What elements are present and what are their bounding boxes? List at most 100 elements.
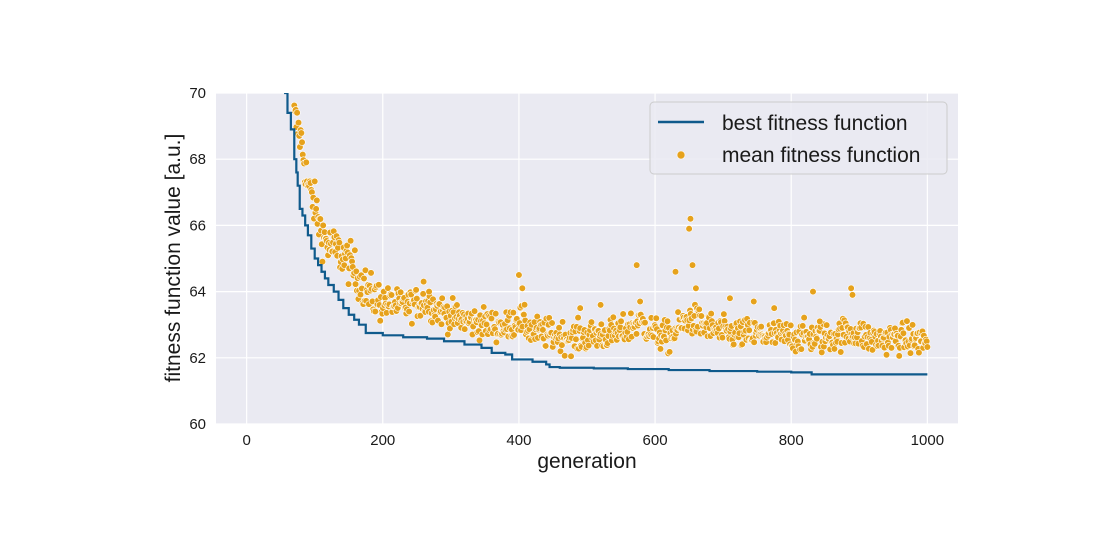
mean-fitness-point — [895, 352, 903, 360]
mean-fitness-point — [750, 297, 758, 306]
mean-fitness-point — [449, 294, 457, 302]
best-fitness-line — [284, 93, 928, 376]
y-tick-label: 60 — [189, 416, 206, 433]
mean-fitness-point — [509, 308, 517, 317]
mean-fitness-point — [617, 317, 625, 325]
mean-fitness-point — [344, 280, 353, 288]
mean-fitness-point — [663, 317, 672, 325]
mean-fitness-point — [750, 338, 758, 346]
mean-fitness-point — [397, 288, 405, 296]
mean-fitness-point — [293, 109, 301, 117]
mean-fitness-point — [572, 335, 580, 343]
mean-fitness-point — [697, 312, 705, 320]
mean-fitness-point — [813, 335, 821, 343]
mean-fitness-point — [718, 334, 727, 342]
mean-fitness-point — [461, 325, 469, 333]
mean-fitness-point — [412, 286, 420, 294]
legend-label-mean: mean fitness function — [722, 144, 920, 167]
mean-fitness-point — [420, 278, 428, 286]
y-tick-label: 68 — [189, 151, 206, 168]
mean-fitness-point — [787, 321, 795, 330]
mean-fitness-point — [619, 310, 627, 318]
mean-fitness-point — [367, 269, 375, 277]
mean-fitness-point — [906, 349, 915, 357]
mean-fitness-point — [416, 312, 424, 320]
mean-fitness-point — [470, 307, 479, 315]
mean-fitness-point — [837, 348, 845, 356]
mean-fitness-point — [671, 268, 680, 276]
legend-swatch-mean — [676, 150, 686, 160]
mean-fitness-point — [542, 342, 550, 350]
mean-fitness-point — [444, 330, 452, 339]
mean-fitness-point — [686, 215, 695, 223]
mean-fitness-point — [555, 324, 563, 332]
mean-fitness-point — [848, 291, 857, 299]
x-tick-label: 600 — [643, 432, 668, 449]
mean-fitness-point — [438, 294, 446, 302]
mean-fitness-point — [816, 317, 824, 325]
mean-fitness-point — [847, 284, 855, 292]
mean-fitness-point — [771, 339, 779, 347]
mean-fitness-point — [340, 261, 348, 269]
mean-fitness-point — [437, 320, 446, 328]
mean-fitness-point — [298, 138, 306, 146]
mean-fitness-point — [576, 304, 584, 312]
legend-box — [649, 101, 948, 175]
mean-fitness-point — [899, 329, 908, 337]
x-axis-title: generation — [537, 450, 636, 473]
mean-fitness-point — [823, 321, 831, 329]
mean-fitness-point — [632, 330, 641, 338]
mean-fitness-point — [446, 324, 454, 333]
mean-fitness-point — [830, 345, 839, 353]
mean-fitness-point — [425, 288, 433, 296]
mean-fitness-point — [887, 344, 896, 352]
mean-fitness-point — [419, 290, 427, 298]
mean-fitness-point — [318, 240, 326, 248]
mean-fitness-point — [597, 301, 605, 309]
mean-fitness-point — [492, 338, 500, 346]
mean-fitness-point — [294, 118, 303, 127]
mean-fitness-point — [375, 281, 383, 289]
y-tick-label: 64 — [189, 284, 206, 301]
x-tick-label: 1000 — [911, 432, 944, 449]
best-fitness-line-group — [284, 93, 928, 376]
mean-fitness-point — [480, 303, 488, 311]
mean-fitness-point — [685, 225, 693, 233]
mean-fitness-point — [923, 343, 931, 351]
mean-fitness-point — [567, 352, 575, 360]
mean-fitness-point — [636, 297, 644, 306]
mean-fitness-point — [347, 237, 355, 245]
mean-fitness-point — [352, 267, 360, 275]
mean-fitness-point — [312, 205, 320, 213]
mean-fitness-point — [597, 320, 605, 328]
mean-fitness-point — [688, 261, 697, 269]
mean-fitness-point — [730, 340, 738, 349]
legend: best fitness function mean fitness funct… — [649, 101, 948, 175]
mean-fitness-point — [695, 305, 703, 313]
mean-fitness-point — [520, 310, 528, 319]
mean-fitness-point — [518, 284, 526, 292]
x-tick-labels: 0 200 400 600 800 1000 — [242, 432, 944, 449]
mean-fitness-point — [376, 317, 384, 325]
mean-fitness-point — [666, 348, 674, 356]
mean-fitness-point — [915, 349, 923, 357]
mean-fitness-point — [475, 336, 484, 345]
mean-fitness-point — [343, 241, 351, 250]
mean-fitness-point — [656, 345, 665, 353]
mean-fitness-point — [757, 323, 765, 331]
mean-fitness-point — [908, 321, 917, 329]
mean-fitness-point — [408, 320, 416, 328]
mean-fitness-point — [799, 322, 807, 330]
mean-fitness-point — [515, 271, 523, 279]
x-tick-label: 200 — [370, 432, 395, 449]
mean-fitness-point — [297, 129, 305, 137]
y-tick-label: 62 — [189, 350, 206, 367]
mean-fitness-point — [633, 261, 641, 269]
mean-fitness-point — [720, 310, 728, 318]
x-tick-label: 800 — [779, 432, 804, 449]
mean-fitness-point — [574, 314, 582, 322]
mean-fitness-point — [641, 319, 649, 327]
mean-fitness-point — [770, 304, 778, 312]
mean-fitness-point — [539, 326, 547, 334]
